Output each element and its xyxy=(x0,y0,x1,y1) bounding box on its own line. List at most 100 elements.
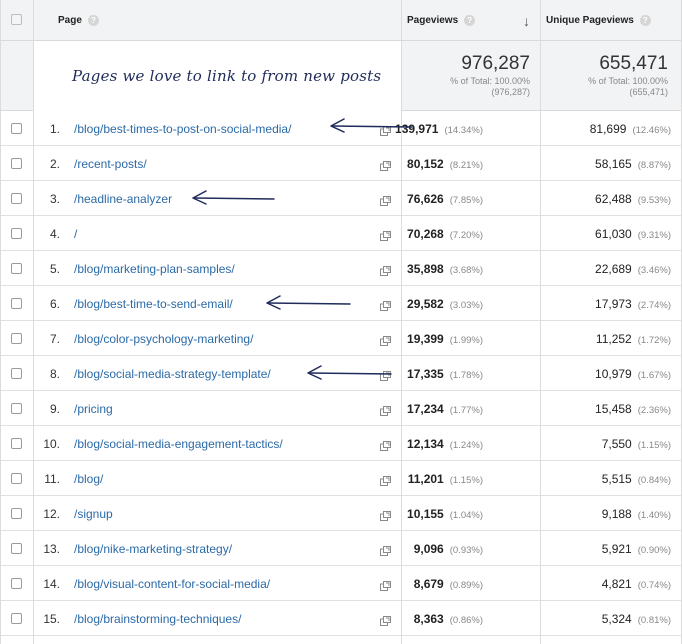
row-index: 1. xyxy=(49,122,60,136)
open-in-new-window-icon[interactable] xyxy=(380,193,391,206)
unique-pageviews-percent: (0.81%) xyxy=(637,615,671,626)
pageviews-value: 19,399 xyxy=(407,332,444,346)
unique-pageviews-value: 62,488 xyxy=(595,192,632,206)
row-checkbox[interactable] xyxy=(11,543,22,554)
open-in-new-window-icon[interactable] xyxy=(380,368,391,381)
open-in-new-window-icon[interactable] xyxy=(380,298,391,311)
page-link[interactable]: /blog/marketing-plan-samples/ xyxy=(74,262,235,276)
table-row: 1. /blog/best-times-to-post-on-social-med… xyxy=(0,111,682,146)
row-checkbox[interactable] xyxy=(11,578,22,589)
column-header-unique-label: Unique Pageviews xyxy=(546,15,634,26)
pageviews-cell: 11,201 (1.15%) xyxy=(408,472,483,486)
select-all-checkbox[interactable] xyxy=(11,14,22,25)
total-pageviews-absolute: (976,287) xyxy=(491,87,530,97)
table-row: 7. /blog/color-psychology-marketing/19,39… xyxy=(0,321,682,356)
row-checkbox[interactable] xyxy=(11,193,22,204)
open-in-new-window-icon[interactable] xyxy=(380,123,391,136)
pageviews-cell: 17,234 (1.77%) xyxy=(407,402,483,416)
table-row: 10. /blog/social-media-engagement-tactics… xyxy=(0,426,682,461)
unique-pageviews-cell: 5,515 (0.84%) xyxy=(602,472,671,486)
unique-pageviews-value: 61,030 xyxy=(595,227,632,241)
table-header xyxy=(0,0,682,41)
column-header-unique-pageviews[interactable]: Unique Pageviews ? xyxy=(546,0,651,41)
help-icon[interactable]: ? xyxy=(87,15,99,26)
page-link[interactable]: /blog/social-media-strategy-template/ xyxy=(74,367,271,381)
page-link[interactable]: /blog/ xyxy=(74,472,104,486)
row-checkbox[interactable] xyxy=(11,473,22,484)
open-in-new-window-icon[interactable] xyxy=(380,473,391,486)
open-in-new-window-icon[interactable] xyxy=(380,403,391,416)
page-link[interactable]: /blog/color-psychology-marketing/ xyxy=(74,332,254,346)
unique-pageviews-cell: 9,188 (1.40%) xyxy=(602,507,671,521)
pageviews-cell: 29,582 (3.03%) xyxy=(407,297,483,311)
table-row: 4. / 70,268 (7.20%) 61,030 (9.31%) xyxy=(0,216,682,251)
table-row: 14. /blog/visual-content-for-social-media… xyxy=(0,566,682,601)
page-link[interactable]: /blog/best-time-to-send-email/ xyxy=(74,297,233,311)
unique-pageviews-value: 22,689 xyxy=(595,262,632,276)
row-index: 11. xyxy=(44,472,60,486)
unique-pageviews-cell: 5,324 (0.81%) xyxy=(602,612,671,626)
page-link[interactable]: /pricing xyxy=(74,402,113,416)
pageviews-value: 29,582 xyxy=(407,297,444,311)
open-in-new-window-icon[interactable] xyxy=(380,438,391,451)
page-link[interactable]: /signup xyxy=(74,507,113,521)
unique-pageviews-percent: (0.84%) xyxy=(637,475,671,486)
row-checkbox[interactable] xyxy=(11,263,22,274)
page-link[interactable]: /blog/visual-content-for-social-media/ xyxy=(74,577,271,591)
unique-pageviews-cell: 62,488 (9.53%) xyxy=(595,192,671,206)
page-link[interactable]: /headline-analyzer xyxy=(74,192,173,206)
row-checkbox[interactable] xyxy=(11,158,22,169)
sort-descending-icon[interactable]: ↓ xyxy=(523,13,530,29)
row-checkbox[interactable] xyxy=(11,438,22,449)
pageviews-cell: 80,152 (8.21%) xyxy=(407,157,483,171)
pageviews-percent: (1.24%) xyxy=(449,440,483,451)
column-divider xyxy=(33,0,34,644)
row-checkbox[interactable] xyxy=(11,333,22,344)
page-link[interactable]: /blog/social-media-engagement-tactics/ xyxy=(74,437,283,451)
pageviews-percent: (3.03%) xyxy=(449,300,483,311)
unique-pageviews-cell: 17,973 (2.74%) xyxy=(595,297,671,311)
open-in-new-window-icon[interactable] xyxy=(380,578,391,591)
row-index: 5. xyxy=(49,262,60,276)
pageviews-value: 12,134 xyxy=(407,437,444,451)
pageviews-cell: 76,626 (7.85%) xyxy=(407,192,483,206)
help-icon[interactable]: ? xyxy=(464,15,476,26)
unique-pageviews-value: 17,973 xyxy=(595,297,632,311)
annotation-note: Pages we love to link to from new posts xyxy=(72,67,382,85)
pageviews-value: 35,898 xyxy=(407,262,444,276)
unique-pageviews-percent: (1.72%) xyxy=(637,335,671,346)
open-in-new-window-icon[interactable] xyxy=(380,263,391,276)
open-in-new-window-icon[interactable] xyxy=(380,613,391,626)
pageviews-cell: 9,096 (0.93%) xyxy=(414,542,483,556)
open-in-new-window-icon[interactable] xyxy=(380,543,391,556)
row-checkbox[interactable] xyxy=(11,228,22,239)
page-link[interactable]: / xyxy=(74,227,78,241)
column-header-page[interactable]: Page ? xyxy=(58,0,99,41)
unique-pageviews-percent: (1.67%) xyxy=(637,370,671,381)
table-row: 13. /blog/nike-marketing-strategy/9,096 (0… xyxy=(0,531,682,566)
page-link[interactable]: /blog/brainstorming-techniques/ xyxy=(74,612,242,626)
column-header-page-label: Page xyxy=(58,15,82,26)
row-checkbox[interactable] xyxy=(11,613,22,624)
open-in-new-window-icon[interactable] xyxy=(380,228,391,241)
table-row: 5. /blog/marketing-plan-samples/35,898 (3.… xyxy=(0,251,682,286)
help-icon[interactable]: ? xyxy=(639,15,651,26)
row-checkbox[interactable] xyxy=(11,123,22,134)
unique-pageviews-cell: 22,689 (3.46%) xyxy=(595,262,671,276)
page-link[interactable]: /blog/nike-marketing-strategy/ xyxy=(74,542,233,556)
row-checkbox[interactable] xyxy=(11,298,22,309)
unique-pageviews-cell: 15,458 (2.36%) xyxy=(595,402,671,416)
row-checkbox[interactable] xyxy=(11,403,22,414)
open-in-new-window-icon[interactable] xyxy=(380,158,391,171)
row-checkbox[interactable] xyxy=(11,368,22,379)
row-index: 6. xyxy=(49,297,60,311)
page-link[interactable]: /blog/best-times-to-post-on-social-media… xyxy=(74,122,292,136)
open-in-new-window-icon[interactable] xyxy=(380,333,391,346)
pageviews-percent: (0.93%) xyxy=(449,545,483,556)
open-in-new-window-icon[interactable] xyxy=(380,508,391,521)
row-index: 4. xyxy=(49,227,60,241)
page-link[interactable]: /recent-posts/ xyxy=(74,157,147,171)
column-header-pageviews[interactable]: Pageviews ? xyxy=(407,0,476,41)
row-checkbox[interactable] xyxy=(11,508,22,519)
pageviews-value: 17,234 xyxy=(407,402,444,416)
